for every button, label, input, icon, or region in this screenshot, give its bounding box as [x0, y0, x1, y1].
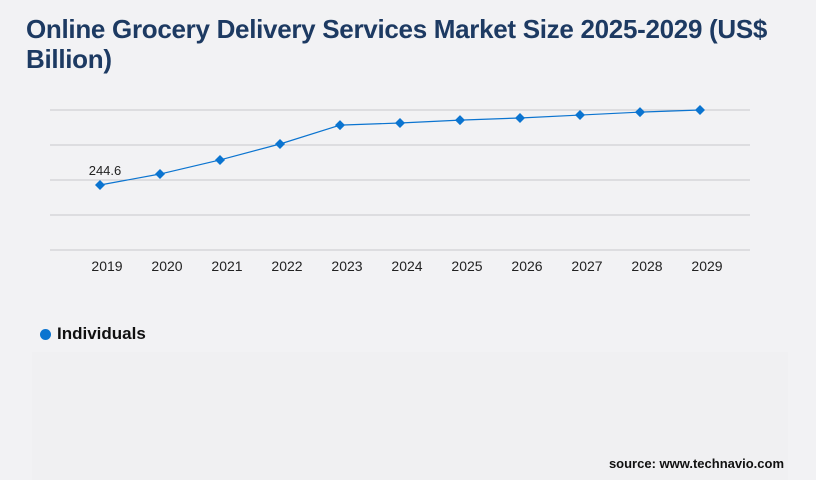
x-tick-label: 2023 [331, 258, 362, 274]
data-point-marker [95, 180, 105, 191]
source-text: source: www.technavio.com [608, 456, 784, 471]
x-tick-label: 2026 [511, 258, 542, 274]
legend-label: Individuals [57, 324, 146, 343]
x-tick-label: 2024 [391, 258, 422, 274]
data-point-marker [695, 105, 705, 115]
x-tick-label: 2025 [451, 258, 482, 274]
x-tick-label: 2027 [571, 258, 602, 274]
data-point-marker [455, 115, 465, 126]
x-tick-label: 2019 [91, 258, 122, 274]
chart-title: Online Grocery Delivery Services Market … [26, 14, 768, 74]
data-point-marker [395, 118, 405, 129]
background-panel [32, 352, 788, 480]
legend-marker-icon [40, 328, 51, 340]
x-tick-label: 2022 [271, 258, 302, 274]
data-point-marker [275, 139, 285, 150]
data-point-marker [215, 154, 225, 165]
x-tick-label: 2020 [151, 258, 182, 274]
data-point-marker [335, 120, 345, 131]
x-tick-label: 2029 [691, 258, 722, 274]
data-point-marker [635, 107, 645, 118]
x-tick-label: 2028 [631, 258, 662, 274]
legend: Individuals [40, 324, 146, 344]
data-point-marker [575, 110, 585, 121]
x-tick-label: 2021 [211, 258, 242, 274]
data-point-marker [515, 112, 525, 123]
line-chart: 2019 2020 2021 2022 2023 2024 2025 2026 2027 2028… [50, 105, 750, 274]
data-label: 244.6 [89, 163, 122, 178]
data-point-marker [155, 169, 165, 180]
